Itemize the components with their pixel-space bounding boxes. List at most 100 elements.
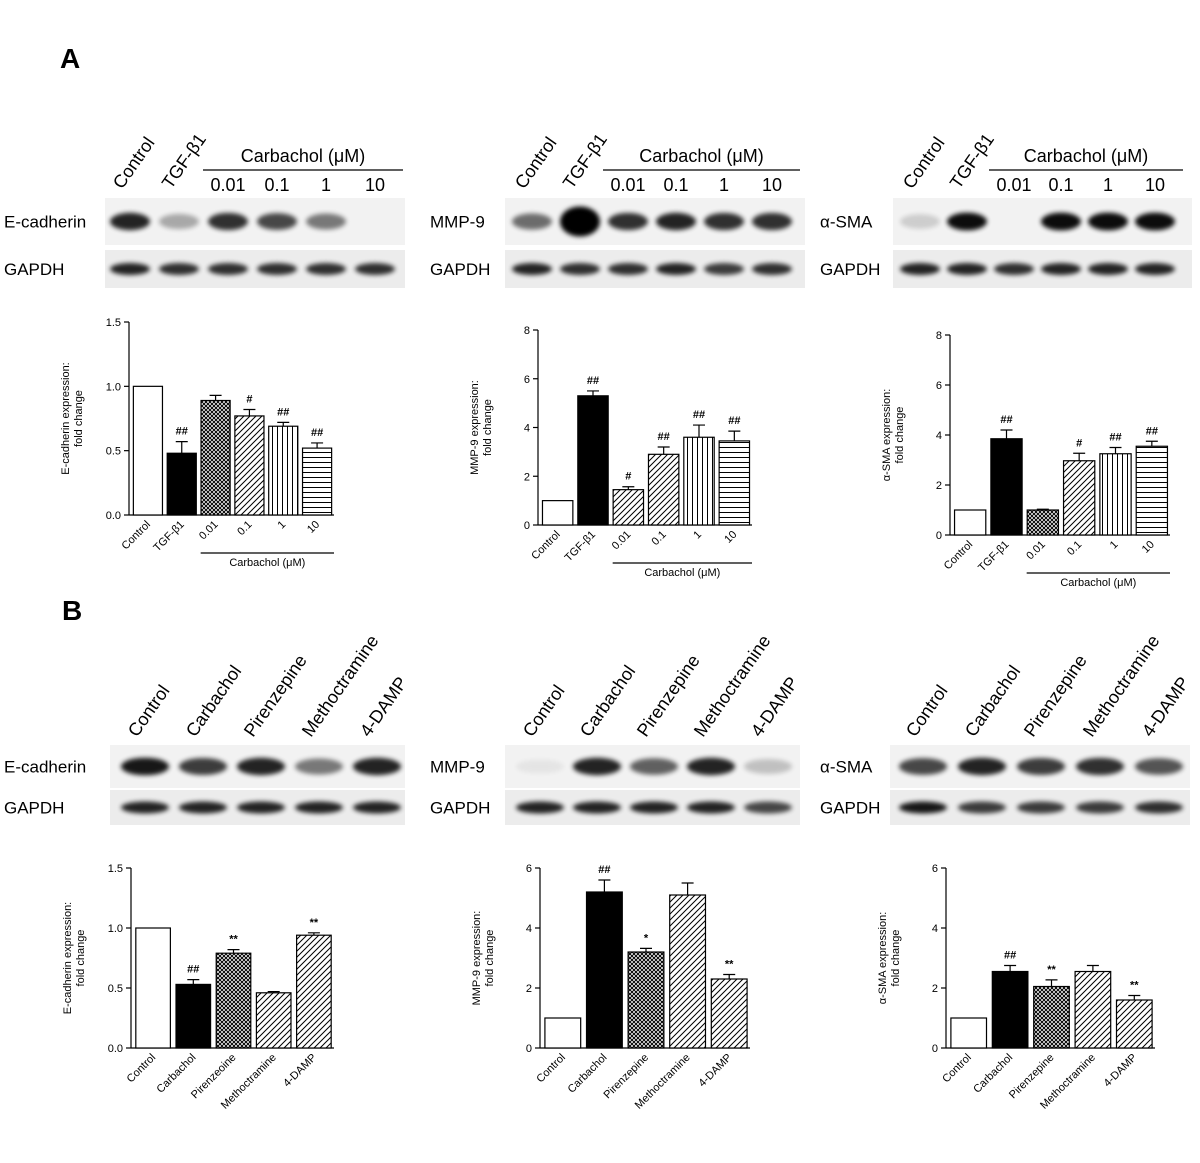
blot-band (899, 758, 947, 775)
bar (541, 500, 574, 526)
y-tick-label: 1.0 (108, 923, 123, 935)
lane-label: Control (511, 133, 561, 192)
significance: ## (1004, 950, 1016, 962)
y-tick-label: 2 (932, 983, 938, 995)
error-bar (723, 973, 736, 979)
blot-band (257, 213, 297, 230)
blot-band (306, 213, 346, 230)
significance: # (1076, 437, 1082, 449)
bar (234, 415, 265, 516)
blot-band (744, 801, 792, 814)
x-tick-label: Control (529, 529, 563, 563)
x-tick-label: TGF-β1 (976, 539, 1011, 574)
lane-label: 4-DAMP (1138, 673, 1193, 740)
protein-label: MMP-9 (430, 213, 485, 232)
blot-band (237, 757, 285, 776)
lane-label: 10 (365, 175, 385, 195)
bar (950, 1017, 988, 1049)
lane-label: 1 (1103, 175, 1113, 195)
bar (991, 970, 1029, 1049)
blot-band (1135, 758, 1183, 775)
error-bar (1128, 994, 1141, 1000)
y-tick-label: 4 (524, 423, 530, 435)
protein-label: E-cadherin (4, 758, 86, 777)
blot-band (110, 212, 150, 231)
significance: ## (587, 375, 599, 387)
blot-band (159, 263, 199, 275)
blot-band (306, 263, 346, 275)
x-tick-label: Control (119, 519, 153, 553)
blot-band (512, 263, 552, 275)
blot-band (899, 801, 947, 814)
error-bar (1073, 452, 1086, 461)
blot-band (994, 263, 1034, 275)
y-axis-label: fold change (75, 930, 87, 987)
blot-band (355, 263, 395, 275)
y-axis-label: MMP-9 expression: (471, 911, 483, 1006)
bar (215, 952, 252, 1049)
blot-band (1088, 263, 1128, 275)
lane-label: 0.01 (610, 175, 645, 195)
y-tick-label: 1.5 (108, 863, 123, 875)
blot-band (1076, 801, 1124, 814)
blot-band (608, 263, 648, 275)
y-tick-label: 1.0 (106, 381, 121, 393)
lane-label: 10 (1145, 175, 1165, 195)
significance: ## (277, 406, 289, 418)
significance: ## (1109, 432, 1121, 444)
y-tick-label: 6 (932, 863, 938, 875)
blot-band (900, 214, 940, 229)
blot-band (958, 801, 1006, 814)
x-tick-label: Control (942, 539, 976, 573)
x-tick-label: Carbachol (566, 1052, 610, 1096)
y-axis-label: fold change (73, 390, 85, 447)
blot-band (1041, 263, 1081, 275)
blot-band (704, 212, 744, 231)
y-axis-label: α-SMA expression: (877, 912, 889, 1005)
y-axis-label: fold change (890, 930, 902, 987)
blot-band (630, 801, 678, 814)
y-tick-label: 0 (526, 1043, 532, 1055)
blot-band (1076, 757, 1124, 776)
blot-band (704, 263, 744, 275)
bar (577, 395, 609, 526)
bar (132, 385, 164, 516)
blot-band (121, 801, 169, 814)
blot-band (208, 212, 248, 231)
blot-band (947, 212, 987, 231)
significance: ## (693, 409, 705, 421)
x-tick-label: Carbachol (971, 1052, 1015, 1096)
bar (585, 891, 623, 1049)
blot-band (257, 263, 297, 275)
x-tick-label: 1 (276, 519, 289, 532)
bar (1135, 445, 1169, 536)
blot-band (353, 757, 401, 776)
blot-band (573, 801, 621, 814)
error-bar (267, 991, 280, 993)
x-tick-label: 10 (722, 529, 739, 546)
blot-band (1017, 801, 1065, 814)
blot-band (608, 212, 648, 231)
y-tick-label: 6 (936, 380, 942, 392)
y-tick-label: 0.0 (106, 510, 121, 522)
x-tick-label: 4-DAMP (281, 1052, 319, 1090)
bar (669, 894, 707, 1049)
group-label: Carbachol (μM) (241, 146, 365, 166)
significance: ## (1146, 425, 1158, 437)
bar (1115, 999, 1153, 1049)
y-tick-label: 0 (936, 530, 942, 542)
bar (135, 927, 171, 1049)
y-tick-label: 2 (936, 480, 942, 492)
x-tick-label: 0.1 (1065, 539, 1084, 558)
bar (612, 489, 645, 526)
y-tick-label: 2 (526, 983, 532, 995)
y-tick-label: 4 (526, 923, 532, 935)
lane-label: 1 (321, 175, 331, 195)
y-tick-label: 0.0 (108, 1043, 123, 1055)
error-bar (1004, 964, 1017, 972)
error-bar (598, 879, 611, 892)
protein-label: GAPDH (430, 799, 490, 818)
group-label: Carbachol (μM) (1024, 146, 1148, 166)
protein-label: GAPDH (4, 799, 64, 818)
y-tick-label: 8 (936, 330, 942, 342)
